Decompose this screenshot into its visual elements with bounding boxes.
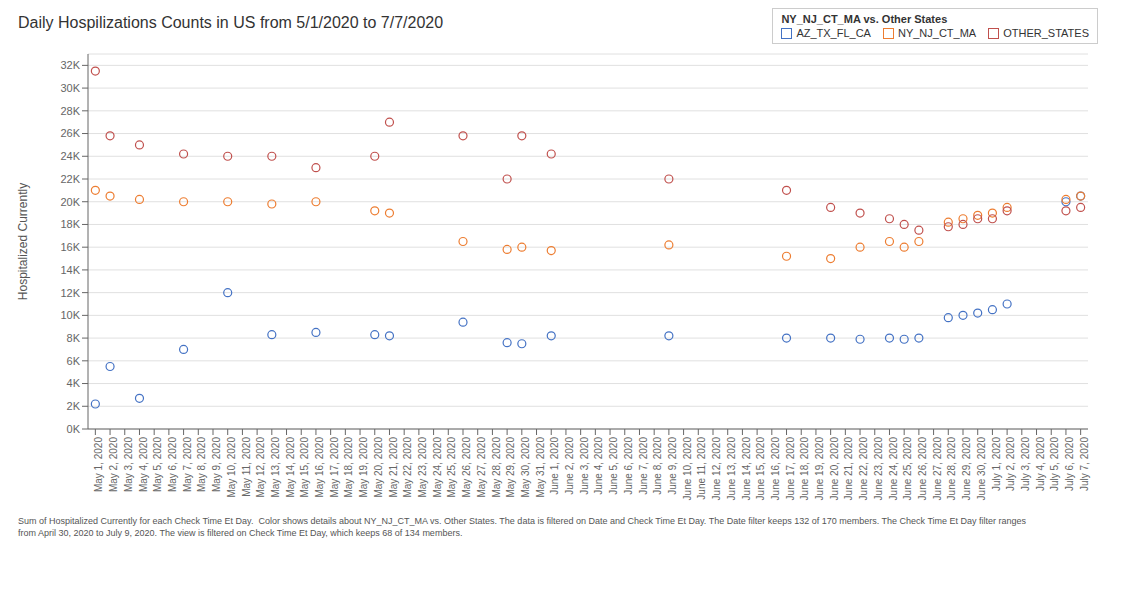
svg-text:May 8, 2020: May 8, 2020 [196, 437, 207, 492]
svg-text:10K: 10K [60, 309, 80, 321]
svg-text:June 7, 2020: June 7, 2020 [638, 437, 649, 495]
svg-text:May 6, 2020: May 6, 2020 [167, 437, 178, 492]
svg-text:June 19, 2020: June 19, 2020 [814, 437, 825, 501]
svg-text:May 4, 2020: May 4, 2020 [138, 437, 149, 492]
svg-text:June 3, 2020: June 3, 2020 [579, 437, 590, 495]
svg-text:May 11, 2020: May 11, 2020 [241, 437, 252, 497]
svg-text:May 9, 2020: May 9, 2020 [211, 437, 222, 492]
svg-text:July 1, 2020: July 1, 2020 [991, 437, 1002, 491]
svg-text:May 16, 2020: May 16, 2020 [314, 437, 325, 498]
svg-text:32K: 32K [60, 59, 80, 71]
svg-text:May 28, 2020: May 28, 2020 [491, 437, 502, 498]
svg-text:May 2, 2020: May 2, 2020 [108, 437, 119, 492]
html-text:NY_NJ_CT_MA vs. Other States: NY_NJ_CT_MA vs. Other States [781, 13, 948, 25]
svg-text:June 14, 2020: June 14, 2020 [741, 437, 752, 501]
html-text:AZ_TX_FL_CA: AZ_TX_FL_CA [796, 27, 871, 39]
svg-text:May 1, 2020: May 1, 2020 [93, 437, 104, 492]
svg-text:June 17, 2020: June 17, 2020 [785, 437, 796, 501]
svg-text:July 5, 2020: July 5, 2020 [1049, 437, 1060, 491]
svg-text:July 3, 2020: July 3, 2020 [1020, 437, 1031, 491]
html-text:Daily Hospilizations Counts in: Daily Hospilizations Counts in US from 5… [18, 14, 444, 31]
svg-text:May 23, 2020: May 23, 2020 [417, 437, 428, 498]
svg-text:May 26, 2020: May 26, 2020 [461, 437, 472, 498]
svg-text:July 2, 2020: July 2, 2020 [1005, 437, 1016, 491]
svg-text:June 20, 2020: June 20, 2020 [829, 437, 840, 501]
svg-text:June 11, 2020: June 11, 2020 [696, 437, 707, 500]
svg-text:May 29, 2020: May 29, 2020 [505, 437, 516, 498]
svg-text:8K: 8K [67, 332, 81, 344]
svg-text:28K: 28K [60, 105, 80, 117]
svg-text:6K: 6K [67, 355, 81, 367]
svg-text:May 24, 2020: May 24, 2020 [432, 437, 443, 498]
svg-text:June 27, 2020: June 27, 2020 [932, 437, 943, 501]
svg-text:30K: 30K [60, 82, 80, 94]
svg-text:May 5, 2020: May 5, 2020 [152, 437, 163, 492]
svg-text:July 4, 2020: July 4, 2020 [1035, 437, 1046, 491]
svg-text:0K: 0K [67, 423, 81, 435]
svg-text:June 8, 2020: June 8, 2020 [652, 437, 663, 495]
svg-text:June 12, 2020: June 12, 2020 [711, 437, 722, 501]
html-text:OTHER_STATES: OTHER_STATES [1003, 27, 1089, 39]
svg-text:May 13, 2020: May 13, 2020 [270, 437, 281, 498]
svg-text:June 28, 2020: June 28, 2020 [946, 437, 957, 501]
svg-text:May 19, 2020: May 19, 2020 [358, 437, 369, 498]
svg-text:2K: 2K [67, 400, 81, 412]
svg-text:June 15, 2020: June 15, 2020 [755, 437, 766, 501]
svg-text:May 17, 2020: May 17, 2020 [329, 437, 340, 498]
svg-text:June 5, 2020: June 5, 2020 [608, 437, 619, 495]
svg-text:July 6, 2020: July 6, 2020 [1064, 437, 1075, 491]
svg-text:June 23, 2020: June 23, 2020 [873, 437, 884, 501]
svg-text:June 10, 2020: June 10, 2020 [682, 437, 693, 501]
svg-text:26K: 26K [60, 127, 80, 139]
svg-text:June 9, 2020: June 9, 2020 [667, 437, 678, 495]
svg-text:Hospitalized Currently: Hospitalized Currently [16, 183, 30, 300]
svg-text:May 7, 2020: May 7, 2020 [182, 437, 193, 492]
svg-text:May 3, 2020: May 3, 2020 [123, 437, 134, 492]
svg-text:12K: 12K [60, 287, 80, 299]
svg-text:June 18, 2020: June 18, 2020 [799, 437, 810, 501]
svg-text:May 27, 2020: May 27, 2020 [476, 437, 487, 498]
svg-text:May 14, 2020: May 14, 2020 [285, 437, 296, 498]
svg-text:18K: 18K [60, 218, 80, 230]
svg-text:June 1, 2020: June 1, 2020 [549, 437, 560, 495]
svg-text:June 26, 2020: June 26, 2020 [917, 437, 928, 501]
svg-text:June 22, 2020: June 22, 2020 [858, 437, 869, 501]
svg-text:22K: 22K [60, 173, 80, 185]
svg-text:June 6, 2020: June 6, 2020 [623, 437, 634, 495]
svg-text:June 24, 2020: June 24, 2020 [888, 437, 899, 501]
svg-text:June 21, 2020: June 21, 2020 [843, 437, 854, 501]
svg-text:June 2, 2020: June 2, 2020 [564, 437, 575, 495]
svg-text:June 16, 2020: June 16, 2020 [770, 437, 781, 501]
svg-text:June 13, 2020: June 13, 2020 [726, 437, 737, 501]
svg-text:June 30, 2020: June 30, 2020 [976, 437, 987, 501]
svg-text:May 21, 2020: May 21, 2020 [388, 437, 399, 498]
svg-text:20K: 20K [60, 196, 80, 208]
svg-text:May 31, 2020: May 31, 2020 [535, 437, 546, 498]
svg-text:4K: 4K [67, 377, 81, 389]
svg-text:May 12, 2020: May 12, 2020 [255, 437, 266, 498]
svg-text:June 4, 2020: June 4, 2020 [593, 437, 604, 495]
svg-text:June 25, 2020: June 25, 2020 [902, 437, 913, 501]
svg-text:14K: 14K [60, 264, 80, 276]
svg-text:July 7, 2020: July 7, 2020 [1079, 437, 1090, 491]
svg-text:May 20, 2020: May 20, 2020 [373, 437, 384, 498]
svg-text:May 10, 2020: May 10, 2020 [226, 437, 237, 498]
svg-text:May 15, 2020: May 15, 2020 [299, 437, 310, 498]
svg-text:May 22, 2020: May 22, 2020 [402, 437, 413, 498]
html-text:NY_NJ_CT_MA: NY_NJ_CT_MA [898, 27, 977, 39]
svg-text:24K: 24K [60, 150, 80, 162]
svg-text:June 29, 2020: June 29, 2020 [961, 437, 972, 501]
html-text:Sum of Hospitalized Currently: Sum of Hospitalized Currently for each C… [18, 516, 1027, 538]
svg-text:May 18, 2020: May 18, 2020 [343, 437, 354, 498]
svg-text:16K: 16K [60, 241, 80, 253]
svg-text:May 25, 2020: May 25, 2020 [446, 437, 457, 498]
svg-text:May 30, 2020: May 30, 2020 [520, 437, 531, 498]
